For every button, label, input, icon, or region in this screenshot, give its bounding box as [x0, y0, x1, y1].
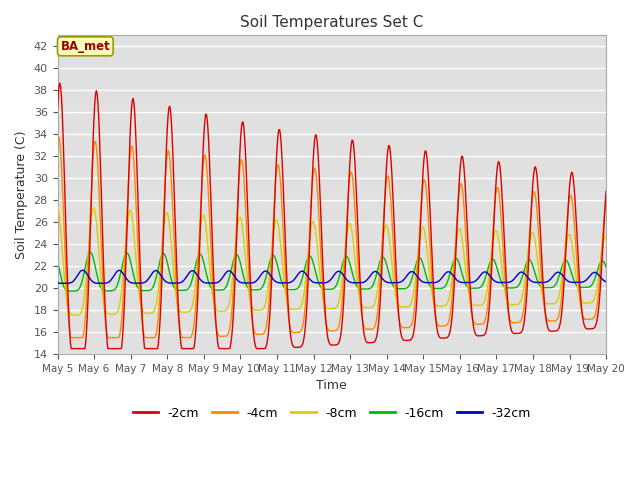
- X-axis label: Time: Time: [316, 379, 348, 392]
- Y-axis label: Soil Temperature (C): Soil Temperature (C): [15, 131, 28, 259]
- Text: BA_met: BA_met: [60, 40, 110, 53]
- Legend: -2cm, -4cm, -8cm, -16cm, -32cm: -2cm, -4cm, -8cm, -16cm, -32cm: [127, 402, 536, 425]
- Title: Soil Temperatures Set C: Soil Temperatures Set C: [240, 15, 424, 30]
